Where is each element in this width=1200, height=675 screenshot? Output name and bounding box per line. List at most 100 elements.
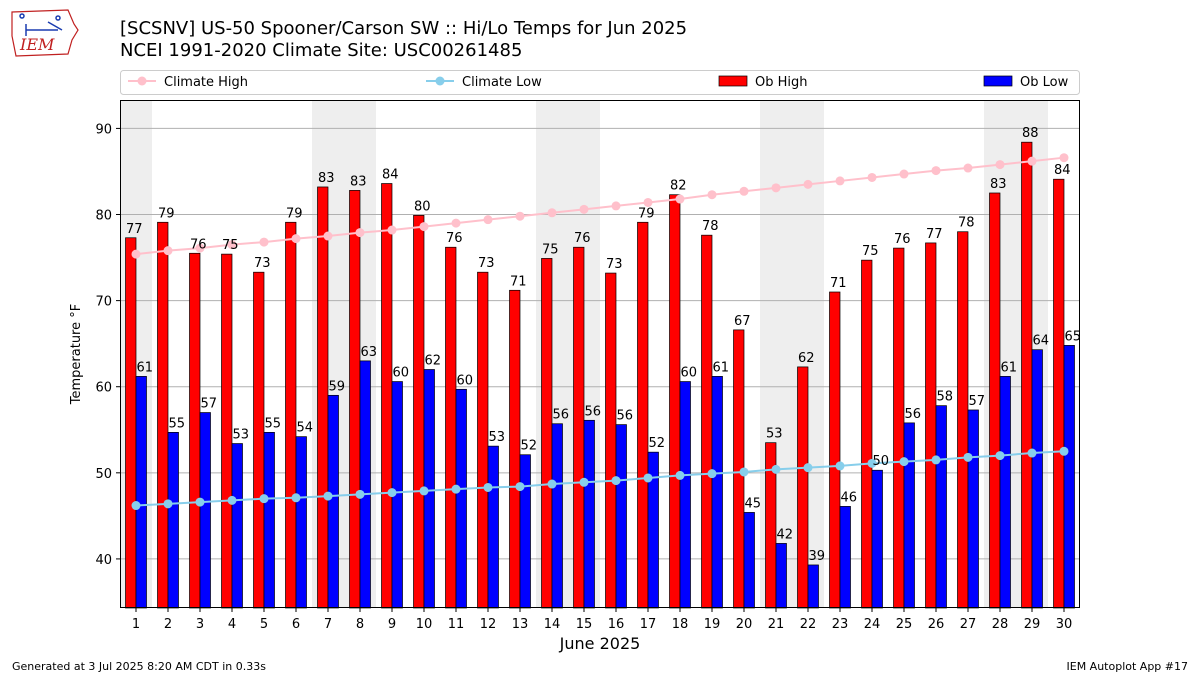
ob-high-bar (509, 289, 521, 609)
climate-low-point (355, 489, 365, 499)
ob-low-bar (551, 423, 563, 609)
ob-high-label: 73 (478, 256, 495, 271)
climate-high-point (1059, 153, 1069, 163)
climate-high-point (163, 246, 173, 256)
ob-high-bar (381, 183, 393, 609)
ob-low-label: 42 (777, 527, 794, 542)
x-tick-label: 18 (672, 617, 689, 632)
ob-high-bar (125, 237, 137, 609)
climate-low-point (291, 493, 301, 503)
ob-high-bar (989, 192, 1001, 609)
climate-low-point (835, 461, 845, 471)
ob-high-bar (477, 271, 489, 609)
climate-low-point (899, 457, 909, 467)
x-axis-label: June 2025 (559, 634, 641, 653)
climate-high-point (803, 179, 813, 189)
ob-high-label: 84 (382, 168, 399, 183)
x-tick-label: 10 (416, 617, 433, 632)
ob-low-label: 39 (809, 549, 826, 564)
ob-low-label: 46 (841, 490, 858, 505)
ob-low-bar (295, 436, 307, 609)
ob-low-label: 53 (233, 428, 250, 443)
ob-low-label: 52 (649, 436, 666, 451)
x-tick-label: 30 (1056, 617, 1073, 632)
x-tick-label: 4 (228, 617, 236, 632)
climate-low-point (739, 467, 749, 477)
x-tick-label: 2 (164, 617, 172, 632)
ob-high-label: 84 (1054, 163, 1071, 178)
ob-high-bar (701, 234, 713, 609)
ob-high-bar (669, 194, 681, 609)
ob-high-label: 67 (734, 314, 751, 329)
y-tick-label: 70 (95, 295, 112, 310)
ob-low-label: 53 (489, 430, 506, 445)
data-labels: 77 79 76 75 73 79 83 83 84 80 76 73 71 75 76 73 79 82 78 67… (126, 126, 1081, 564)
climate-high-point (355, 228, 365, 238)
legend-label-climate-high: Climate High (164, 75, 248, 90)
legend: Climate High Climate Low Ob High Ob Low (120, 70, 1080, 95)
x-tick-label: 22 (800, 617, 817, 632)
iem-logo: IEM (11, 9, 79, 57)
ob-low-label: 65 (1065, 329, 1082, 344)
ob-high-label: 76 (446, 231, 463, 246)
ob-low-bar (1063, 345, 1075, 609)
ob-low-bar (967, 409, 979, 609)
climate-high-point (227, 240, 237, 250)
legend-label-ob-low: Ob Low (1020, 75, 1069, 90)
x-tick-label: 5 (260, 617, 268, 632)
climate-low-point (419, 486, 429, 496)
ob-low-bar (327, 394, 339, 609)
ob-low-bar (807, 564, 819, 609)
climate-high-point (611, 201, 621, 211)
legend-marker-climate-high (137, 76, 147, 86)
climate-low-point (451, 484, 461, 494)
ob-low-bar (743, 512, 755, 609)
ob-low-label: 45 (745, 496, 762, 511)
ob-low-label: 57 (969, 394, 986, 409)
climate-high-point (1027, 156, 1037, 166)
ob-low-bar (839, 506, 851, 609)
ob-low-bar (487, 445, 499, 609)
legend-label-ob-high: Ob High (755, 75, 808, 90)
ob-low-bar (1031, 349, 1043, 609)
ob-low-label: 60 (457, 373, 474, 388)
x-tick-label: 7 (324, 617, 332, 632)
climate-high-line (135, 156, 1065, 256)
ob-low-bar (359, 360, 371, 609)
x-tick-label: 13 (512, 617, 529, 632)
x-tick-label: 11 (448, 617, 465, 632)
svg-text:IEM: IEM (19, 35, 55, 54)
ob-high-label: 77 (926, 227, 943, 242)
climate-high-point (547, 208, 557, 218)
climate-high-point (963, 163, 973, 173)
x-tick-label: 3 (196, 617, 204, 632)
ob-high-label: 76 (574, 231, 591, 246)
x-tick-label: 19 (704, 617, 721, 632)
ob-high-label: 71 (510, 274, 527, 289)
climate-low-point (515, 482, 525, 492)
x-tick-label: 9 (388, 617, 396, 632)
legend-swatch-ob-high (718, 75, 748, 87)
ob-low-bar (679, 381, 691, 609)
ob-high-label: 80 (414, 199, 431, 214)
x-tick-label: 23 (832, 617, 849, 632)
climate-high-point (675, 194, 685, 204)
ob-high-label: 76 (894, 232, 911, 247)
ob-high-label: 82 (670, 179, 687, 194)
x-tick-label: 27 (960, 617, 977, 632)
ob-high-label: 73 (254, 256, 271, 271)
ob-high-bar (925, 242, 937, 609)
ob-low-bar (167, 432, 179, 609)
climate-low-point (611, 476, 621, 486)
ob-low-label: 63 (361, 345, 378, 360)
ob-high-label: 73 (606, 257, 623, 272)
climate-high-point (931, 166, 941, 176)
climate-low-point (195, 497, 205, 507)
plot-frame (120, 100, 1080, 608)
ob-high-label: 83 (318, 171, 335, 186)
ob-high-bar (221, 253, 233, 609)
ob-low-bar (775, 543, 787, 609)
climate-low-point (163, 499, 173, 509)
ob-high-bar (349, 190, 361, 609)
